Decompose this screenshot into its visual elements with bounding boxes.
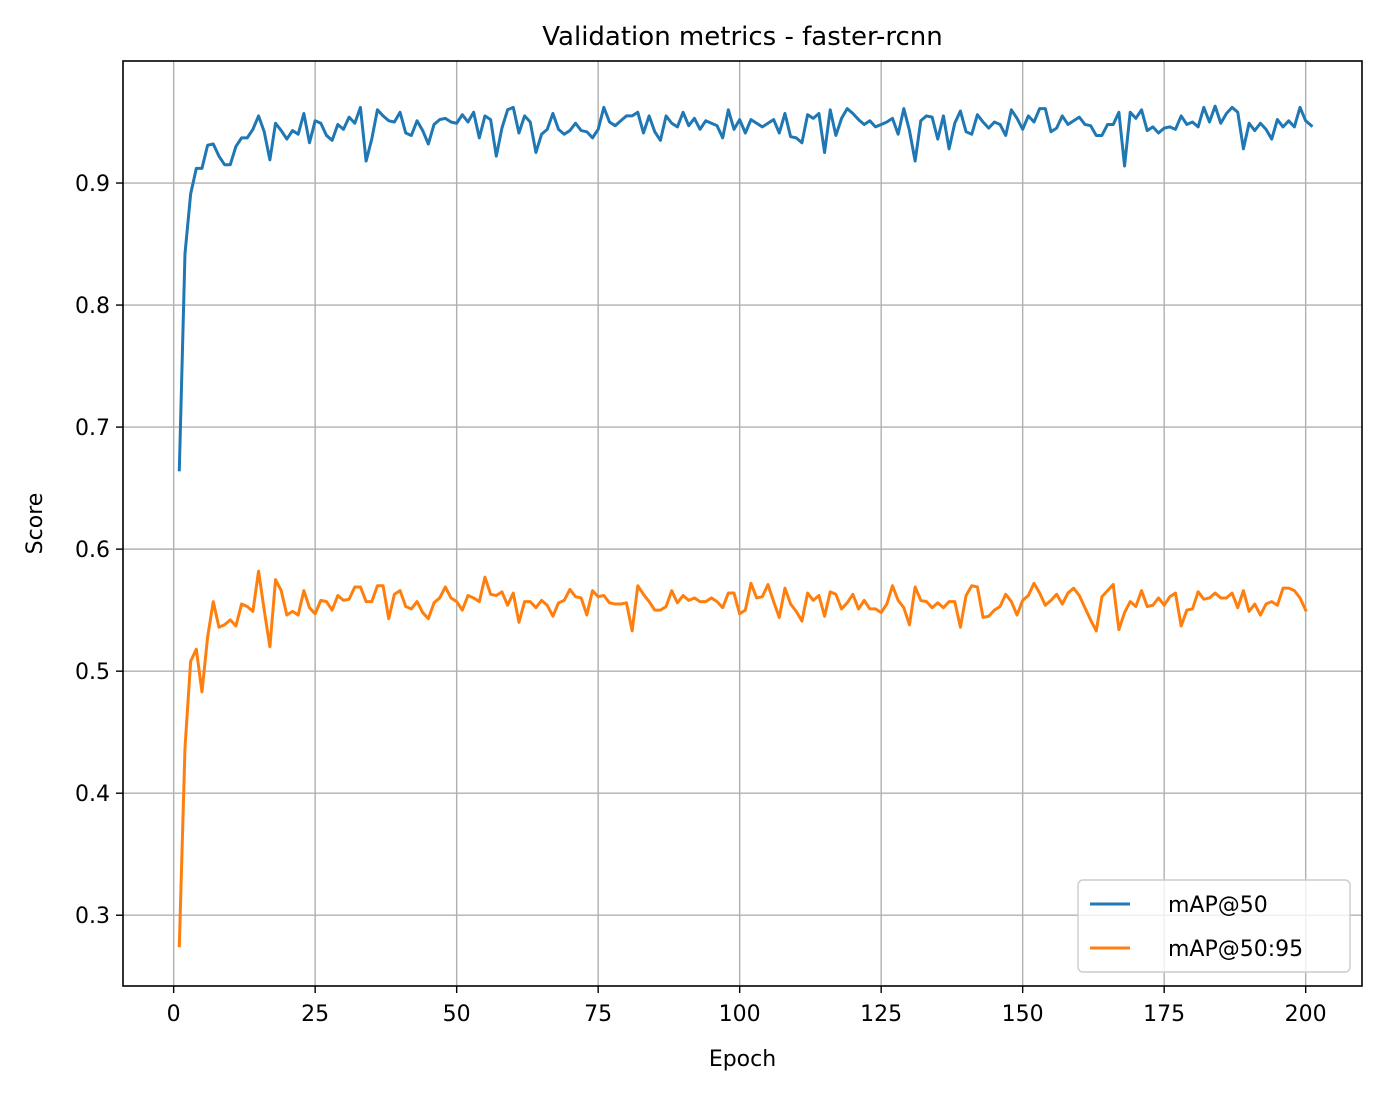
y-axis-title: Score (23, 493, 48, 555)
x-tick-label: 75 (584, 1002, 612, 1027)
legend-label: mAP@50:95 (1168, 937, 1303, 962)
y-tick-label: 0.3 (75, 904, 110, 929)
y-tick-label: 0.6 (75, 538, 110, 563)
series-line-1 (177, 104, 1314, 472)
x-tick-label: 0 (167, 1002, 181, 1027)
x-tick-label: 125 (860, 1002, 902, 1027)
x-tick-label: 175 (1143, 1002, 1185, 1027)
series-line-2 (177, 569, 1308, 948)
plot-frame (122, 60, 1363, 987)
legend-box (1077, 879, 1351, 973)
x-axis-title: Epoch (709, 1047, 776, 1072)
series-group (177, 104, 1314, 948)
y-tick-label: 0.9 (75, 172, 110, 197)
y-tick-label: 0.4 (75, 782, 110, 807)
x-tick-label: 150 (1002, 1002, 1044, 1027)
x-tick-label: 50 (443, 1002, 471, 1027)
legend-label: mAP@50 (1168, 893, 1268, 918)
x-axis: 0 25 50 75 100 125 150 175 200 (167, 986, 1327, 1027)
y-axis: 0.3 0.4 0.5 0.6 0.7 0.8 0.9 (75, 172, 123, 929)
y-tick-label: 0.7 (75, 416, 110, 441)
y-tick-label: 0.8 (75, 294, 110, 319)
legend: mAP@50 mAP@50:95 (1077, 879, 1351, 973)
y-tick-label: 0.5 (75, 660, 110, 685)
x-tick-label: 200 (1285, 1002, 1327, 1027)
chart-title: Validation metrics - faster-rcnn (542, 22, 942, 52)
x-tick-label: 25 (301, 1002, 329, 1027)
x-tick-label: 100 (719, 1002, 761, 1027)
